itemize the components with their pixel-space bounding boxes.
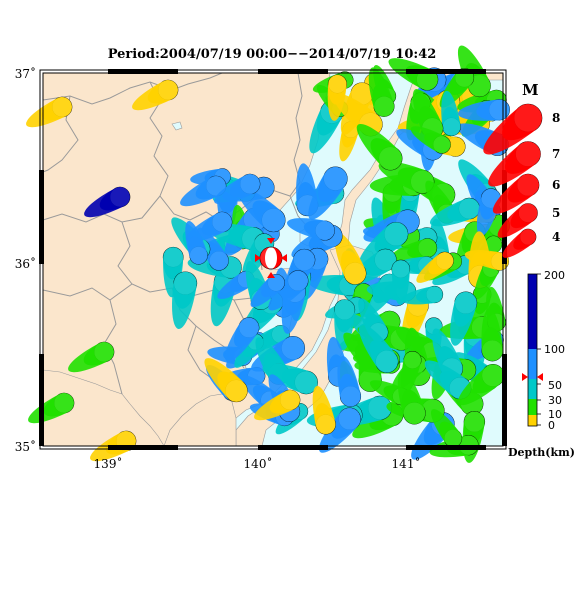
event-beachball-57[interactable]: [429, 197, 480, 227]
featured-event-marker-top: [267, 238, 275, 244]
event-beachball-141[interactable]: [308, 166, 348, 220]
event-beachball-154[interactable]: [268, 270, 309, 311]
event-beachball-140[interactable]: [237, 187, 286, 233]
event-beachball-31[interactable]: [368, 67, 395, 117]
featured-event-marker-left: [255, 254, 261, 262]
event-beachball-161[interactable]: [262, 363, 318, 395]
event-beachball-165[interactable]: [312, 385, 336, 435]
event-beachball-43[interactable]: [391, 238, 438, 262]
magnitude-legend-ball-5[interactable]: [497, 203, 538, 238]
event-beachball-184[interactable]: [214, 173, 261, 205]
event-beachball-52[interactable]: [359, 221, 409, 267]
lat-label-36: 36˚: [15, 256, 36, 271]
depth-scale: 200 100 50 30 10 0 Depth(km): [508, 269, 575, 459]
magnitude-legend-label-4: 4: [552, 230, 560, 244]
event-beachball-180[interactable]: [84, 186, 131, 218]
magnitude-legend-label-6: 6: [552, 178, 560, 192]
latitude-labels: 37˚ 36˚ 35˚: [15, 66, 36, 454]
map-title: Period:2004/07/19 00:00−−2014/07/19 10:4…: [108, 47, 437, 62]
magnitude-legend-ball-6[interactable]: [492, 173, 540, 214]
depth-tick-0: 0: [548, 419, 555, 432]
depth-tick-10: 10: [548, 408, 562, 421]
magnitude-legend-ball-8[interactable]: [483, 103, 543, 155]
lon-label-139: 139˚: [94, 456, 123, 471]
event-beachball-175[interactable]: [26, 96, 73, 128]
event-beachball-58[interactable]: [356, 123, 403, 171]
magnitude-legend-ball-4[interactable]: [502, 228, 537, 258]
depth-bar-frame: [527, 273, 538, 427]
event-beachball-164[interactable]: [318, 407, 361, 453]
featured-event-marker-right: [281, 254, 287, 262]
lat-label-37: 37˚: [15, 66, 36, 81]
depth-bar-blue: [528, 349, 537, 379]
depth-tick-200: 200: [544, 269, 565, 282]
land-miura: [163, 393, 237, 447]
lon-label-140: 140˚: [244, 456, 273, 471]
lon-label-141: 141˚: [392, 456, 421, 471]
magnitude-legend-title: M: [522, 81, 539, 99]
featured-event-compression: [271, 247, 282, 269]
magnitude-legend-label-8: 8: [552, 111, 560, 125]
magnitude-legend-label-5: 5: [552, 206, 560, 220]
event-beachball-176[interactable]: [132, 79, 179, 111]
map-frame: [39, 69, 507, 450]
featured-event-compression-2: [260, 247, 271, 269]
event-beachball-92[interactable]: [416, 251, 454, 283]
event-beachball-91[interactable]: [334, 232, 367, 285]
event-beachball-117[interactable]: [458, 363, 505, 406]
longitude-labels: 139˚ 140˚ 141˚: [94, 456, 421, 471]
depth-tick-50: 50: [548, 379, 562, 392]
event-beachball-163[interactable]: [337, 355, 362, 407]
magnitude-legend: M 8 7 6 5 4: [483, 81, 560, 258]
event-beachball-174[interactable]: [204, 358, 248, 403]
featured-event-marker-bottom: [267, 272, 275, 278]
depth-bar-green: [528, 399, 537, 415]
event-beachball-83[interactable]: [450, 291, 478, 346]
lat-label-35: 35˚: [15, 439, 36, 454]
event-markers: [26, 45, 510, 463]
event-beachball-181[interactable]: [254, 389, 301, 421]
depth-bar-deep: [528, 274, 537, 349]
event-beachball-157[interactable]: [250, 273, 285, 308]
depth-bar-teal: [528, 379, 537, 399]
event-beachball-177[interactable]: [68, 341, 115, 373]
magnitude-legend-label-7: 7: [552, 147, 560, 161]
event-beachball-183[interactable]: [180, 175, 227, 207]
event-beachball-114[interactable]: [397, 370, 426, 425]
event-beachball-155[interactable]: [225, 317, 260, 362]
event-beachball-19[interactable]: [458, 99, 510, 121]
event-beachball-116[interactable]: [481, 308, 504, 362]
depth-marker-right[interactable]: [537, 373, 543, 381]
magnitude-legend-ball-7[interactable]: [488, 141, 541, 187]
event-beachball-30[interactable]: [327, 74, 347, 121]
event-beachball-119[interactable]: [359, 324, 399, 373]
depth-tick-100: 100: [544, 343, 565, 356]
depth-scale-title: Depth(km): [508, 446, 575, 459]
event-beachball-88[interactable]: [391, 259, 411, 305]
depth-tick-30: 30: [548, 394, 562, 407]
event-beachball-182[interactable]: [186, 211, 233, 243]
depth-bar-yellow: [528, 415, 537, 426]
event-beachball-41[interactable]: [410, 126, 451, 154]
event-beachball-87[interactable]: [401, 285, 444, 305]
depth-marker-left[interactable]: [522, 373, 528, 381]
lake-small: [171, 121, 183, 131]
featured-event[interactable]: [255, 238, 287, 278]
event-beachball-17[interactable]: [441, 90, 461, 137]
event-beachball-136[interactable]: [286, 218, 335, 241]
event-beachball-169[interactable]: [172, 271, 198, 330]
